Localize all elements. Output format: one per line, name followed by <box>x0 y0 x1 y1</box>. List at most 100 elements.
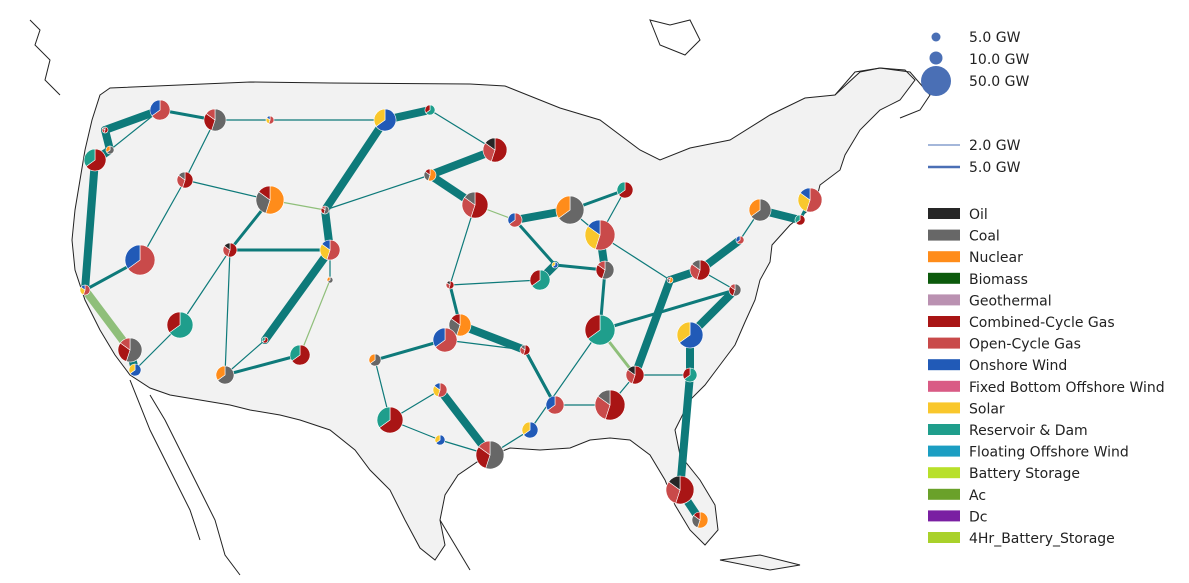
gulf-coast <box>439 519 471 571</box>
bus-pie-marker <box>555 195 585 225</box>
bus-pie-slice <box>594 395 611 420</box>
bus-pie-slice <box>667 276 671 281</box>
bus-pie-slice <box>597 260 606 271</box>
legend-bus-size-label: 50.0 GW <box>969 74 1029 90</box>
bus-pie-slice <box>266 115 271 121</box>
legend-carrier-swatch <box>928 467 960 479</box>
bus-pie-slice <box>587 219 601 236</box>
legend-carrier-swatch <box>928 294 960 306</box>
bus-pie-marker <box>319 239 341 261</box>
bus-pie-slice <box>464 191 476 206</box>
bus-pie-marker <box>691 511 709 529</box>
bus-pie-slice <box>531 269 551 291</box>
bus-pie-marker <box>445 280 455 290</box>
bus-pie-slice <box>450 313 461 326</box>
transmission-line <box>184 179 271 201</box>
legend-carrier-swatch <box>928 510 960 522</box>
bus-pie-slice <box>291 344 311 366</box>
legend-line-width-label: 2.0 GW <box>969 138 1021 154</box>
bus-pie-marker <box>584 219 616 251</box>
bus-pie-marker <box>482 137 508 163</box>
transmission-line <box>444 339 526 351</box>
bus-pie-slice <box>424 104 431 114</box>
legend-carrier-swatch <box>928 251 960 263</box>
transmission-line <box>223 353 302 377</box>
bus-pie-slice <box>668 475 681 491</box>
legend-bus-sizes: 5.0 GW 10.0 GW 50.0 GW <box>921 30 1029 96</box>
bus-pie-slice <box>558 195 585 225</box>
transmission-line <box>449 204 476 286</box>
transmission-line <box>261 246 334 344</box>
legend-carrier-swatch <box>928 272 960 284</box>
bus-pie-slice <box>373 108 386 127</box>
legend-bus-size-marker <box>929 51 943 65</box>
bus-pie-slice <box>258 185 271 201</box>
legend-carrier-swatch <box>928 532 960 543</box>
bus-pie-slice <box>529 269 541 287</box>
bus-pie-slice <box>217 365 235 385</box>
bus-pie-slice <box>151 99 171 121</box>
bus-pie-marker <box>79 284 91 296</box>
bus-pie-slice <box>794 214 801 224</box>
bus-pie-slice <box>484 137 496 151</box>
legend-carrier-label: Fixed Bottom Offshore Wind <box>969 380 1165 396</box>
bus-pie-slice <box>369 353 382 367</box>
bus-pie-marker <box>261 336 269 344</box>
legend-carrier-swatch <box>928 488 960 500</box>
bus-pie-slice <box>424 168 431 176</box>
bus-pie-slice <box>729 283 736 291</box>
bus-pie-slice <box>129 363 142 377</box>
transmission-line <box>449 279 541 286</box>
bus-pie-slice <box>507 212 516 225</box>
bus-pie-slice <box>434 327 458 353</box>
legend-carrier-swatch <box>928 316 960 327</box>
bus-pie-marker <box>625 365 645 385</box>
bus-pie-slice <box>432 327 446 348</box>
bus-pie-slice <box>587 314 616 346</box>
bus-pie-slice <box>223 242 231 251</box>
bus-pie-slice <box>178 171 186 181</box>
bus-pie-slice <box>105 145 111 153</box>
bus-pie-slice <box>799 187 811 201</box>
legend-bus-size-marker <box>931 32 941 42</box>
legend-carrier-label: Biomass <box>969 272 1028 288</box>
bus-pie-slice <box>289 344 301 362</box>
bus-pie-slice <box>255 191 271 214</box>
bus-pie-marker <box>689 259 711 281</box>
transmission-line <box>81 156 99 294</box>
usa-outline <box>71 67 916 561</box>
transmission-line <box>321 116 389 214</box>
bus-pie-slice <box>665 481 681 504</box>
bus-pie-slice <box>446 280 451 286</box>
legend-carrier-label: Reservoir & Dam <box>969 423 1088 439</box>
legend-carrier-swatch <box>928 337 960 349</box>
bus-pie-marker <box>432 327 458 353</box>
transmission-line <box>631 276 674 379</box>
legend-carrier-swatch <box>928 208 960 219</box>
transmission-line <box>109 109 161 151</box>
bus-pie-slice <box>478 440 491 456</box>
legend-carrier-label: Onshore Wind <box>969 358 1067 374</box>
transmission-line <box>523 348 557 407</box>
bus-pie-slice <box>85 148 107 172</box>
bus-pie-slice <box>376 406 391 429</box>
bus-pie-slice <box>508 212 523 228</box>
bus-pie-marker <box>735 235 745 245</box>
bus-pie-slice <box>127 244 156 276</box>
bus-pie-marker <box>595 260 615 280</box>
transmission-line <box>81 286 134 354</box>
bus-pie-slice <box>321 205 326 211</box>
bus-pie-slice <box>597 389 611 406</box>
cuba <box>719 554 801 571</box>
legend-carrier-label: Battery Storage <box>969 466 1080 482</box>
legend-bus-size-label: 10.0 GW <box>969 52 1029 68</box>
bus-pie-slice <box>618 181 634 199</box>
bus-pie-slice <box>736 235 745 245</box>
bus-pie-slice <box>102 126 106 131</box>
legend-carrier-label: Dc <box>969 509 987 525</box>
transmission-line <box>456 321 529 354</box>
bus-pie-marker <box>432 382 448 398</box>
bus-pie-marker <box>424 104 436 116</box>
bus-pie-marker <box>124 244 156 276</box>
bus-pie-marker <box>461 191 489 219</box>
